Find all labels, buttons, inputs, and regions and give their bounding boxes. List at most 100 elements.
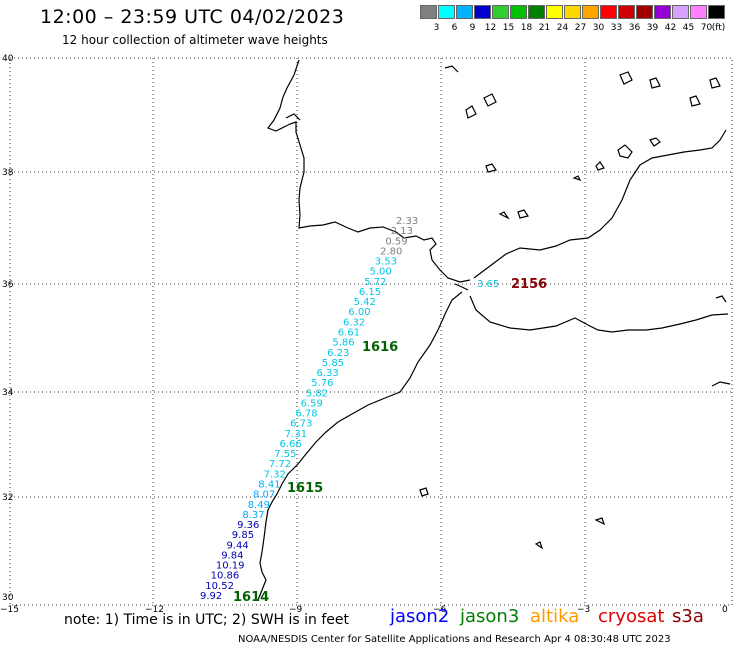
wave-height-value: 2.80 xyxy=(380,246,402,257)
footer-note: note: 1) Time is in UTC; 2) SWH is in fe… xyxy=(64,612,350,628)
color-swatch xyxy=(582,5,599,19)
wave-height-value: 6.61 xyxy=(338,328,360,339)
wave-height-value: 9.84 xyxy=(221,551,243,562)
wave-height-value: 5.82 xyxy=(306,388,328,399)
color-scale-label: 45 xyxy=(682,23,695,33)
inland-lake-2 xyxy=(649,77,661,89)
color-scale-label: 39 xyxy=(646,23,659,33)
wave-height-value: 6.73 xyxy=(290,419,312,430)
color-scale-label: (ft) xyxy=(711,23,726,33)
wave-height-value: 8.07 xyxy=(253,490,275,501)
latitude-label: 32 xyxy=(2,493,13,503)
altimeter-track: 2.332.130.592.803.535.005.726.155.426.00… xyxy=(200,216,499,602)
inland-lake-8 xyxy=(485,163,497,173)
color-scale-label: 30 xyxy=(592,23,605,33)
color-swatch xyxy=(456,5,473,19)
color-scale-label: 42 xyxy=(664,23,677,33)
footer-credit: NOAA/NESDIS Center for Satellite Applica… xyxy=(238,634,671,645)
color-scale-label: 70 xyxy=(700,23,713,33)
atlas-lake-2 xyxy=(594,517,606,526)
color-swatch xyxy=(618,5,635,19)
lisbon-estuary xyxy=(285,113,301,121)
wave-height-value: 7.55 xyxy=(274,449,296,460)
wave-height-value: 6.33 xyxy=(317,368,339,379)
wave-height-value: 5.42 xyxy=(354,297,376,308)
longitude-label: −15 xyxy=(0,605,19,615)
balearic-mallorca xyxy=(617,144,633,159)
wave-height-value: 9.36 xyxy=(237,520,259,531)
color-scale-label: 9 xyxy=(469,23,476,33)
latitude-label: 40 xyxy=(2,54,14,64)
color-scale-label: 18 xyxy=(520,23,533,33)
wave-height-value: 5.76 xyxy=(311,378,333,389)
wave-height-value: 8.41 xyxy=(258,480,280,491)
wave-height-value: 0.59 xyxy=(385,236,407,247)
wave-height-value: 9.44 xyxy=(227,540,249,551)
color-swatch xyxy=(546,5,563,19)
longitude-label: −9 xyxy=(289,605,303,615)
map-frame xyxy=(9,57,733,606)
color-swatch xyxy=(510,5,527,19)
longitude-label: −12 xyxy=(145,605,164,615)
satellite-legend-item: altika xyxy=(530,606,580,627)
atlas-lake-1 xyxy=(419,487,429,497)
wave-height-value: 7.32 xyxy=(264,469,286,480)
portugal-coast xyxy=(267,59,471,283)
coastlines xyxy=(257,59,731,601)
wave-height-value: 5.86 xyxy=(332,338,354,349)
inland-lake-3 xyxy=(483,93,497,107)
satellite-legend-item: jason3 xyxy=(460,606,520,627)
wave-height-value: 8.49 xyxy=(248,500,270,511)
wave-height-value: 2.33 xyxy=(396,216,418,227)
axis-labels: −15 −12 −9 −6 −3 0 40 38 36 34 32 30 xyxy=(0,54,728,615)
inland-lake-5 xyxy=(709,77,721,89)
longitude-label: −6 xyxy=(433,605,447,615)
color-scale-label: 6 xyxy=(451,23,458,33)
inland-lake-6 xyxy=(689,95,701,107)
wave-height-value: 2.13 xyxy=(391,226,413,237)
morocco-atlantic-coast xyxy=(257,291,463,601)
color-scale-label: 3 xyxy=(433,23,440,33)
wave-height-value: 3.53 xyxy=(375,257,397,268)
spain-med-coast xyxy=(473,129,727,279)
color-swatch xyxy=(672,5,689,19)
satellite-legend-item: jason2 xyxy=(390,606,450,627)
wave-height-value: 5.00 xyxy=(370,267,392,278)
river-ebro xyxy=(444,65,459,73)
color-swatch xyxy=(438,5,455,19)
wave-height-value: 6.00 xyxy=(348,307,370,318)
wave-height-value: 8.37 xyxy=(242,510,264,521)
pass-time-label: 1616 xyxy=(362,340,398,355)
alboran-island xyxy=(572,175,582,182)
wave-height-value: 6.59 xyxy=(301,398,323,409)
balearic-ibiza xyxy=(595,161,605,171)
wave-height-value: 9.85 xyxy=(232,530,254,541)
color-scale-label: 12 xyxy=(484,23,497,33)
ceuta-point xyxy=(454,283,469,291)
pass-time-label: 2156 xyxy=(511,277,547,292)
wave-height-value: 7.31 xyxy=(285,429,307,440)
color-swatch xyxy=(528,5,545,19)
latitude-label: 36 xyxy=(2,280,14,290)
color-swatch xyxy=(492,5,509,19)
pass-time-label: 1615 xyxy=(287,481,323,496)
color-scale-label: 21 xyxy=(538,23,551,33)
pass-time-label: 1614 xyxy=(233,590,269,605)
wave-height-value: 3.65 xyxy=(477,279,499,290)
satellite-legend-item: cryosat xyxy=(598,606,665,627)
satellite-legend-item: s3a xyxy=(672,606,704,627)
atlas-lake-3 xyxy=(534,541,544,550)
wave-height-value: 10.52 xyxy=(205,581,234,592)
wave-height-value: 6.15 xyxy=(359,287,381,298)
inland-lake-7 xyxy=(517,209,529,219)
africa-north-coast xyxy=(469,295,729,333)
color-swatch xyxy=(708,5,725,19)
wave-height-value: 6.32 xyxy=(343,317,365,328)
wave-height-value: 10.86 xyxy=(211,571,240,582)
inland-lake-9 xyxy=(498,211,510,220)
wave-height-value: 6.66 xyxy=(280,439,302,450)
wave-height-value: 7.72 xyxy=(269,459,291,470)
color-scale-label: 27 xyxy=(574,23,587,33)
color-scale-label: 24 xyxy=(556,23,569,33)
longitude-label: −3 xyxy=(577,605,590,615)
